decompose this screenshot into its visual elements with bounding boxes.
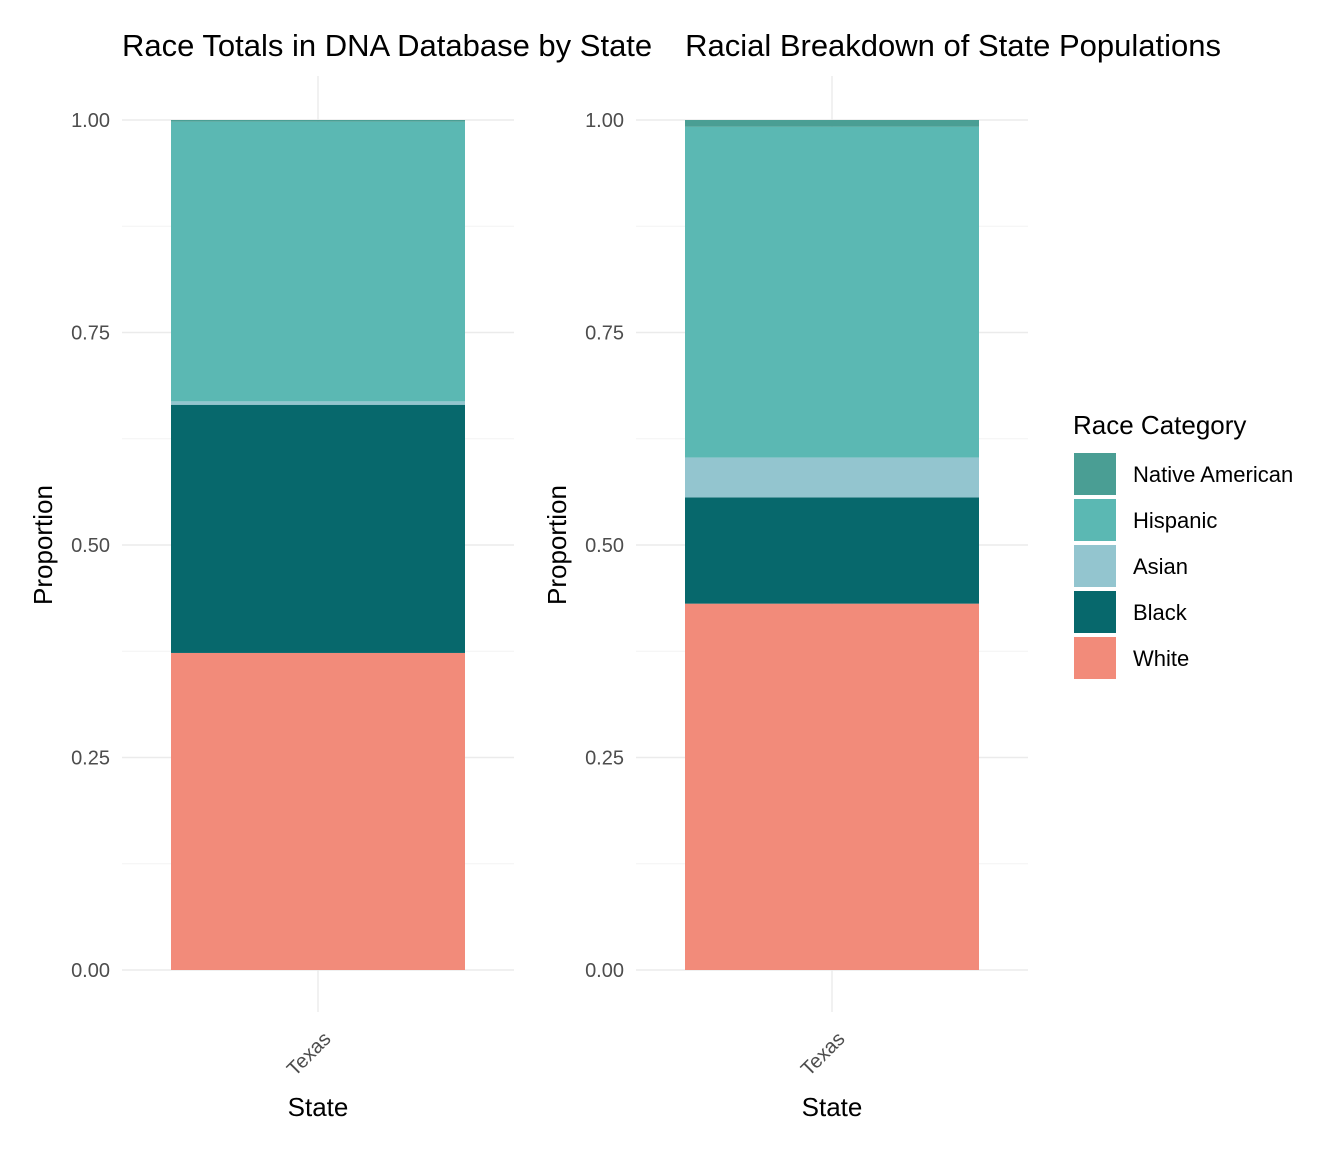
legend-swatch <box>1074 591 1116 633</box>
legend-item: Black <box>1074 591 1188 633</box>
bar-segment-black <box>171 404 465 653</box>
legend-label: Native American <box>1133 462 1293 487</box>
legend-item: White <box>1074 637 1189 679</box>
y-tick-label: 0.00 <box>71 960 110 982</box>
x-axis-title: State <box>802 1092 863 1122</box>
bar-segment-native-american <box>685 120 979 127</box>
legend-item: Asian <box>1074 545 1188 587</box>
x-tick-label: Texas <box>283 1028 336 1081</box>
chart-title-1: Race Totals in DNA Database by State <box>122 28 652 63</box>
y-tick-label: 0.75 <box>585 323 624 345</box>
bar-segment-asian <box>171 401 465 405</box>
y-tick-label: 0.00 <box>585 960 624 982</box>
bar-segment-asian <box>685 457 979 498</box>
chart-title-2: Racial Breakdown of State Populations <box>685 28 1221 63</box>
legend-item: Native American <box>1074 453 1293 495</box>
y-tick-label: 1.00 <box>585 110 624 132</box>
legend-swatch <box>1074 545 1116 587</box>
y-tick-label: 0.75 <box>71 323 110 345</box>
legend: Race Category Native American Hispanic Asi… <box>1073 410 1293 679</box>
legend-label: Asian <box>1133 554 1188 579</box>
bar-segment-black <box>685 497 979 604</box>
bar-segment-white <box>685 603 979 970</box>
y-tick-label: 0.50 <box>71 535 110 557</box>
y-tick-label: 0.25 <box>585 748 624 770</box>
bar-segment-white <box>171 652 465 970</box>
bar-segment-native-american <box>171 120 465 122</box>
legend-item: Hispanic <box>1074 499 1217 541</box>
legend-label: Hispanic <box>1133 508 1217 533</box>
chart-panel-1: 0.00 0.25 0.50 0.75 1.00 Texas State Proportion <box>28 76 514 1122</box>
y-axis-title: Proportion <box>542 485 572 605</box>
y-tick-label: 0.25 <box>71 748 110 770</box>
legend-swatch <box>1074 637 1116 679</box>
legend-swatch <box>1074 499 1116 541</box>
bar-segment-hispanic <box>171 121 465 402</box>
chart-panel-2: 0.00 0.25 0.50 0.75 1.00 Texas State Proportion <box>542 76 1028 1122</box>
bar-segment-hispanic <box>685 126 979 458</box>
x-tick-label: Texas <box>797 1028 850 1081</box>
legend-title: Race Category <box>1073 410 1246 440</box>
x-axis-title: State <box>288 1092 349 1122</box>
legend-label: White <box>1133 646 1189 671</box>
legend-swatch <box>1074 453 1116 495</box>
legend-label: Black <box>1133 600 1188 625</box>
y-axis-title: Proportion <box>28 485 58 605</box>
y-tick-label: 1.00 <box>71 110 110 132</box>
y-tick-label: 0.50 <box>585 535 624 557</box>
